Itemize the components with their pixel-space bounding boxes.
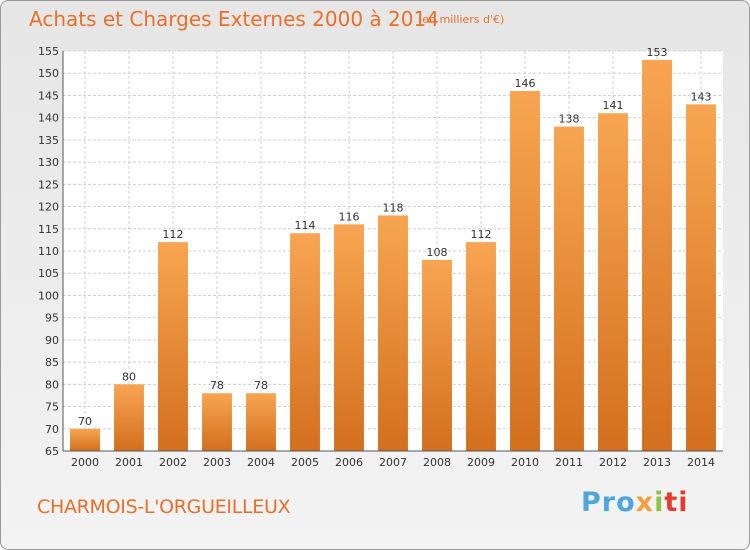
y-tick-label: 85 bbox=[45, 356, 59, 369]
y-tick-label: 130 bbox=[38, 156, 59, 169]
bar-value-label: 141 bbox=[603, 99, 624, 112]
x-tick-label: 2012 bbox=[599, 456, 627, 469]
x-tick-label: 2001 bbox=[115, 456, 143, 469]
x-tick-label: 2014 bbox=[687, 456, 715, 469]
bar-value-label: 153 bbox=[647, 46, 668, 59]
x-tick-label: 2000 bbox=[71, 456, 99, 469]
city-name: CHARMOIS-L'ORGUEILLEUX bbox=[37, 496, 291, 518]
bar bbox=[642, 59, 672, 452]
logo-part-4: ti bbox=[664, 487, 689, 518]
y-tick-label: 110 bbox=[38, 245, 59, 258]
bar-value-label: 78 bbox=[254, 379, 268, 392]
bar-value-label: 112 bbox=[163, 228, 184, 241]
x-tick-label: 2010 bbox=[511, 456, 539, 469]
bar-value-label: 138 bbox=[559, 113, 580, 126]
y-tick-label: 95 bbox=[45, 312, 59, 325]
bar bbox=[114, 384, 144, 451]
bar-value-label: 146 bbox=[515, 77, 536, 90]
x-tick-label: 2005 bbox=[291, 456, 319, 469]
y-tick-label: 135 bbox=[38, 134, 59, 147]
bar bbox=[246, 393, 276, 451]
y-tick-label: 100 bbox=[38, 289, 59, 302]
x-tick-label: 2009 bbox=[467, 456, 495, 469]
y-tick-label: 120 bbox=[38, 201, 59, 214]
x-tick-label: 2007 bbox=[379, 456, 407, 469]
logo-part-2: x bbox=[635, 487, 655, 518]
bar bbox=[422, 259, 452, 451]
y-tick-label: 115 bbox=[38, 223, 59, 236]
x-tick-label: 2011 bbox=[555, 456, 583, 469]
logo-part-1: Pro bbox=[581, 487, 636, 518]
chart-subtitle: (en milliers d'€) bbox=[418, 13, 505, 26]
x-tick-label: 2003 bbox=[203, 456, 231, 469]
bar-value-label: 112 bbox=[471, 228, 492, 241]
y-tick-label: 70 bbox=[45, 423, 59, 436]
bar-value-label: 143 bbox=[691, 90, 712, 103]
x-tick-label: 2013 bbox=[643, 456, 671, 469]
bar-value-label: 116 bbox=[339, 210, 360, 223]
x-tick-label: 2002 bbox=[159, 456, 187, 469]
bar bbox=[510, 91, 540, 451]
bar bbox=[70, 428, 100, 451]
bar-value-label: 108 bbox=[427, 246, 448, 259]
y-tick-label: 105 bbox=[38, 267, 59, 280]
bar-value-label: 70 bbox=[78, 415, 92, 428]
bar-value-label: 118 bbox=[383, 201, 404, 214]
bar bbox=[598, 113, 628, 451]
y-tick-label: 80 bbox=[45, 378, 59, 391]
bar bbox=[202, 393, 232, 451]
y-tick-label: 140 bbox=[38, 112, 59, 125]
bar-value-label: 114 bbox=[295, 219, 316, 232]
bar bbox=[378, 215, 408, 451]
chart-title: Achats et Charges Externes 2000 à 2014 bbox=[29, 7, 439, 31]
y-tick-label: 150 bbox=[38, 67, 59, 80]
bar-value-label: 78 bbox=[210, 379, 224, 392]
x-tick-label: 2004 bbox=[247, 456, 275, 469]
proxiti-logo: Proxiti bbox=[581, 487, 689, 518]
y-tick-label: 75 bbox=[45, 401, 59, 414]
bar bbox=[554, 126, 584, 452]
y-tick-label: 155 bbox=[38, 45, 59, 58]
y-tick-label: 125 bbox=[38, 178, 59, 191]
bar bbox=[466, 242, 496, 451]
bar bbox=[158, 242, 188, 451]
bar bbox=[686, 104, 716, 451]
x-tick-label: 2006 bbox=[335, 456, 363, 469]
y-tick-label: 65 bbox=[45, 445, 59, 458]
x-tick-label: 2008 bbox=[423, 456, 451, 469]
bar bbox=[290, 233, 320, 451]
bar-value-label: 80 bbox=[122, 370, 136, 383]
bar bbox=[334, 224, 364, 451]
logo-part-3: i bbox=[654, 487, 665, 518]
y-tick-label: 145 bbox=[38, 89, 59, 102]
y-tick-label: 90 bbox=[45, 334, 59, 347]
